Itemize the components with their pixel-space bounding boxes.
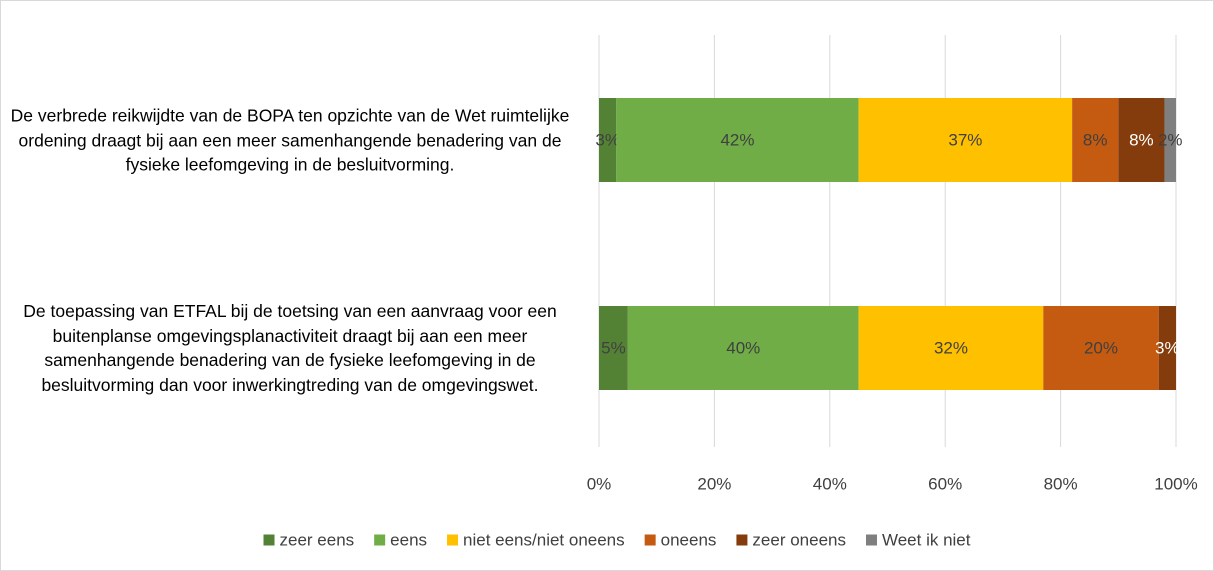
legend-label: eens bbox=[390, 530, 427, 549]
legend-label: niet eens/niet oneens bbox=[463, 530, 625, 549]
data-label: 8% bbox=[1129, 130, 1154, 149]
data-label: 3% bbox=[595, 130, 620, 149]
x-tick-label: 100% bbox=[1154, 474, 1197, 493]
bar-segment bbox=[858, 98, 1073, 182]
bar-segment bbox=[599, 306, 628, 390]
bar-segment bbox=[1164, 98, 1176, 182]
bar-segment bbox=[616, 98, 859, 182]
legend-swatch bbox=[447, 534, 459, 546]
data-label: 8% bbox=[1083, 130, 1108, 149]
legend-label: zeer eens bbox=[280, 530, 355, 549]
category-label: De toepassing van ETFAL bij de toetsing … bbox=[23, 301, 557, 395]
x-tick-label: 20% bbox=[697, 474, 731, 493]
legend-swatch bbox=[865, 534, 877, 546]
data-label: 40% bbox=[726, 338, 760, 357]
bar-segment bbox=[599, 98, 617, 182]
bar-segment bbox=[1043, 306, 1159, 390]
data-label: 37% bbox=[948, 130, 982, 149]
data-label: 5% bbox=[601, 338, 626, 357]
data-label: 3% bbox=[1155, 338, 1180, 357]
data-label: 32% bbox=[934, 338, 968, 357]
legend-swatch bbox=[736, 534, 748, 546]
data-label: 2% bbox=[1158, 130, 1183, 149]
x-tick-label: 80% bbox=[1044, 474, 1078, 493]
legend-label: Weet ik niet bbox=[882, 530, 971, 549]
legend-label: zeer oneens bbox=[752, 530, 846, 549]
legend-label: oneens bbox=[661, 530, 717, 549]
data-label: 20% bbox=[1084, 338, 1118, 357]
x-tick-label: 40% bbox=[813, 474, 847, 493]
data-label: 42% bbox=[720, 130, 754, 149]
x-tick-label: 0% bbox=[587, 474, 612, 493]
bar-segment bbox=[1072, 98, 1119, 182]
legend-swatch bbox=[644, 534, 656, 546]
bar-segment bbox=[1158, 306, 1176, 390]
bar-segment bbox=[1118, 98, 1165, 182]
category-label: De verbrede reikwijdte van de BOPA ten o… bbox=[10, 105, 570, 175]
x-tick-label: 60% bbox=[928, 474, 962, 493]
legend-swatch bbox=[263, 534, 275, 546]
bar-segment bbox=[627, 306, 859, 390]
bar-segment bbox=[858, 306, 1044, 390]
legend-swatch bbox=[374, 534, 386, 546]
